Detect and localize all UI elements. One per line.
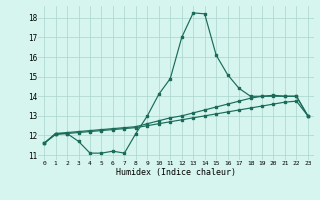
X-axis label: Humidex (Indice chaleur): Humidex (Indice chaleur) (116, 168, 236, 177)
